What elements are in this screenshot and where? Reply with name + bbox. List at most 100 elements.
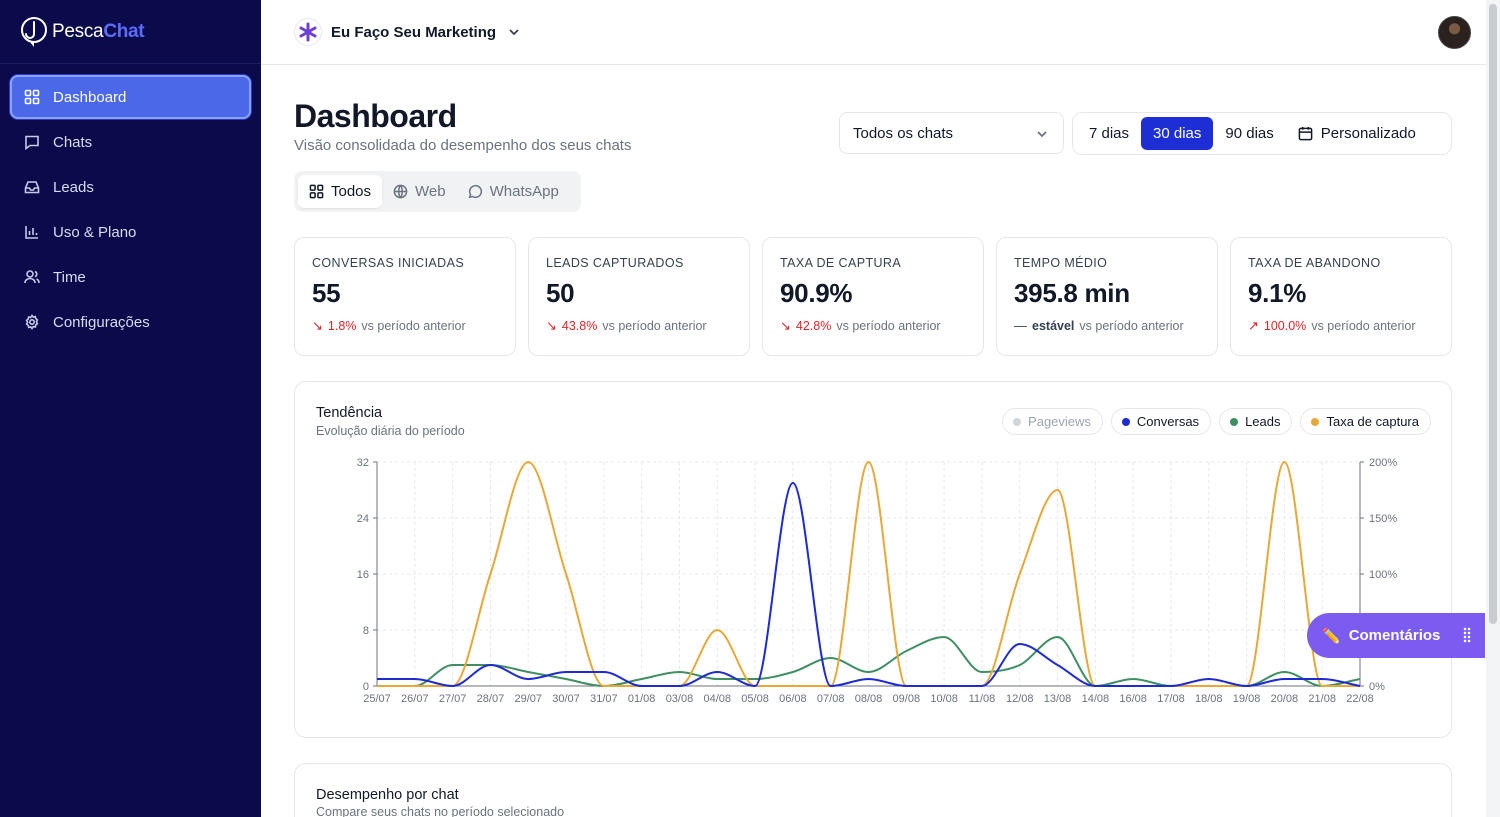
drag-handle-icon[interactable] — [1463, 627, 1471, 643]
kpi-value: 9.1% — [1248, 278, 1307, 308]
kpi-label: CONVERSAS INICIADAS — [312, 256, 465, 270]
gear-icon — [25, 314, 39, 330]
kpi-label: TEMPO MÉDIO — [1014, 256, 1108, 270]
x-tick-label: 18/08 — [1195, 693, 1223, 705]
x-tick-label: 01/08 — [628, 693, 656, 705]
avatar[interactable] — [1438, 16, 1471, 49]
kpi-delta-pct: 1.8% — [327, 319, 357, 333]
date-range-group: 7 dias 30 dias 90 dias Personalizado — [1072, 112, 1452, 155]
legend-label: Pageviews — [1028, 414, 1091, 429]
pencil-icon: ✏️ — [1322, 627, 1341, 645]
range-30-days-button[interactable]: 30 dias — [1141, 117, 1214, 150]
page-title: Dashboard — [294, 98, 457, 134]
sidebar-item-uso-plano[interactable]: Uso & Plano — [10, 210, 251, 254]
grid-icon — [309, 184, 324, 199]
legend-toggle-pageviews[interactable]: Pageviews — [1002, 408, 1103, 435]
trend-down-icon: ↘ — [312, 318, 323, 333]
legend-dot — [1013, 417, 1022, 426]
sidebar-item-label: Time — [53, 268, 86, 286]
globe-icon — [393, 184, 408, 199]
x-tick-label: 06/08 — [779, 693, 807, 705]
y-tick-left: 32 — [357, 457, 369, 469]
dashboard-icon — [24, 89, 40, 105]
x-tick-label: 31/07 — [590, 693, 618, 705]
x-tick-label: 14/08 — [1082, 693, 1110, 705]
x-tick-label: 21/08 — [1308, 693, 1336, 705]
chevron-down-icon[interactable] — [508, 26, 520, 38]
x-tick-label: 04/08 — [704, 693, 732, 705]
tab-web[interactable]: Web — [382, 175, 457, 208]
x-tick-label: 25/07 — [363, 693, 391, 705]
tab-whatsapp[interactable]: WhatsApp — [457, 175, 570, 208]
bar-chart-icon — [25, 226, 38, 239]
legend-toggle-leads[interactable]: Leads — [1219, 408, 1293, 435]
sidebar-item-time[interactable]: Time — [10, 255, 251, 299]
x-tick-label: 07/08 — [817, 693, 845, 705]
legend-label: Leads — [1245, 414, 1281, 429]
kpi-card-conversas: CONVERSAS INICIADAS 55 ↘ 1.8% vs período a… — [294, 237, 516, 356]
trend-subtitle: Evolução diária do período — [316, 424, 465, 438]
page-scrollbar[interactable] — [1486, 0, 1500, 817]
fishhook-logo-icon — [21, 16, 47, 47]
sidebar-item-chats[interactable]: Chats — [10, 120, 251, 164]
sidebar-item-leads[interactable]: Leads — [10, 165, 251, 209]
trend-down-icon: ↘ — [780, 318, 791, 333]
kpi-card-tempo-medio: TEMPO MÉDIO 395.8 min — estável vs período… — [996, 237, 1218, 356]
x-tick-label: 29/07 — [514, 693, 542, 705]
tab-label: WhatsApp — [489, 183, 559, 200]
series-line-conversas — [377, 481, 1361, 688]
kpi-delta-pct: 42.8% — [795, 319, 832, 333]
kpi-delta-pct: estável — [1032, 318, 1075, 333]
y-tick-left: 24 — [357, 513, 369, 525]
legend-toggle-conversas[interactable]: Conversas — [1110, 408, 1212, 435]
performance-card: Desempenho por chat Compare seus chats n… — [294, 763, 1452, 817]
x-tick-label: 17/08 — [1157, 693, 1185, 705]
scrollbar-thumb[interactable] — [1489, 4, 1497, 624]
tab-todos[interactable]: Todos — [298, 175, 383, 208]
topbar: Eu Faço Seu Marketing — [261, 0, 1486, 65]
performance-title: Desempenho por chat — [316, 787, 459, 803]
org-switcher-label[interactable]: Eu Faço Seu Marketing — [331, 23, 497, 41]
y-tick-right: 150% — [1369, 513, 1397, 525]
inbox-icon — [24, 181, 40, 194]
range-custom-button[interactable]: Personalizado — [1286, 117, 1428, 150]
tab-label: Todos — [331, 183, 372, 200]
kpi-label: LEADS CAPTURADOS — [546, 256, 684, 270]
sidebar-item-label: Uso & Plano — [53, 223, 137, 241]
x-tick-label: 09/08 — [893, 693, 921, 705]
sidebar-item-dashboard[interactable]: Dashboard — [10, 75, 251, 119]
org-logo — [294, 18, 322, 46]
asterisk-logo-icon — [299, 22, 317, 42]
kpi-delta: — estável vs período anterior — [1014, 318, 1200, 333]
sidebar-item-label: Leads — [53, 178, 94, 196]
series-line-taxa-de-captura — [376, 460, 1360, 687]
x-tick-label: 05/08 — [741, 693, 769, 705]
chat-icon — [25, 135, 39, 150]
range-7-days-button[interactable]: 7 dias — [1089, 125, 1130, 142]
chat-filter-select[interactable]: Todos os chats — [839, 112, 1064, 154]
kpi-delta-suffix: vs período anterior — [361, 319, 466, 333]
trend-title: Tendência — [316, 405, 383, 421]
comments-feedback-button[interactable]: ✏️ Comentários — [1307, 613, 1485, 658]
legend-dot — [1311, 417, 1320, 426]
kpi-delta-pct: 43.8% — [561, 319, 598, 333]
sidebar-item-configuracoes[interactable]: Configurações — [10, 300, 251, 344]
range-90-days-button[interactable]: 90 dias — [1225, 125, 1274, 142]
brand[interactable]: PescaChat — [0, 0, 261, 64]
legend-label: Taxa de captura — [1326, 414, 1419, 429]
kpi-delta: ↗ 100.0% vs período anterior — [1248, 318, 1434, 334]
performance-subtitle: Compare seus chats no período selecionad… — [316, 805, 565, 817]
trend-down-icon: ↘ — [546, 318, 557, 333]
y-tick-right: 100% — [1369, 569, 1397, 581]
x-tick-label: 16/08 — [1119, 693, 1147, 705]
brand-name: PescaChat — [52, 20, 145, 42]
channel-tabs: Todos Web WhatsApp — [294, 171, 581, 212]
kpi-delta-suffix: vs período anterior — [1311, 319, 1416, 333]
x-tick-label: 08/08 — [855, 693, 883, 705]
calendar-icon — [1298, 126, 1313, 141]
x-tick-label: 27/07 — [439, 693, 467, 705]
trend-flat-icon: — — [1014, 318, 1027, 333]
legend-toggle-taxa-captura[interactable]: Taxa de captura — [1300, 408, 1431, 435]
chart-legend: Pageviews Conversas Leads Taxa de captur… — [1002, 408, 1431, 435]
x-tick-label: 12/08 — [1006, 693, 1034, 705]
